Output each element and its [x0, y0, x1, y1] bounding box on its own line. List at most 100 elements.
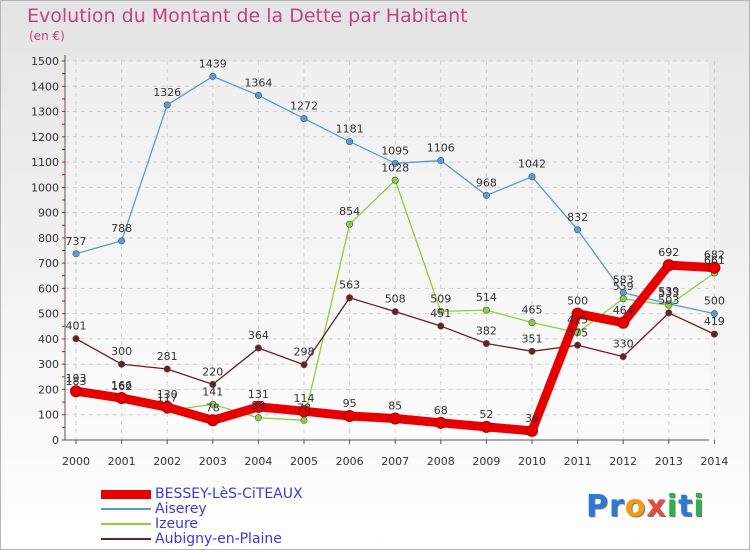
data-label: 583	[613, 274, 634, 287]
logo-letter: r	[609, 489, 625, 524]
legend-swatch	[101, 538, 151, 540]
x-tick-label: 2012	[609, 455, 637, 468]
data-label: 1095	[381, 144, 409, 157]
data-label: 1364	[244, 76, 272, 89]
data-label: 36	[525, 412, 539, 425]
data-point	[528, 173, 536, 181]
x-tick-label: 2014	[700, 455, 728, 468]
x-tick-label: 2010	[518, 455, 546, 468]
data-point	[708, 261, 721, 274]
data-point	[665, 309, 673, 317]
data-label: 95	[343, 397, 357, 410]
data-label: 533	[658, 286, 679, 299]
data-label: 52	[479, 408, 493, 421]
data-point	[437, 307, 445, 315]
y-tick-label: 1100	[31, 156, 59, 169]
data-label: 500	[567, 295, 588, 308]
data-point	[118, 237, 126, 245]
data-point	[254, 414, 262, 422]
data-point	[665, 301, 673, 309]
y-tick-label: 700	[38, 257, 59, 270]
data-point	[300, 361, 308, 369]
data-label: 364	[248, 329, 269, 342]
data-point	[70, 385, 82, 398]
x-tick-label: 2001	[108, 455, 136, 468]
data-point	[526, 424, 538, 437]
logo-letter: o	[624, 489, 647, 524]
data-label: 382	[476, 324, 497, 337]
data-label: 559	[613, 280, 634, 293]
data-point	[346, 138, 354, 146]
data-label: 78	[206, 401, 220, 414]
data-label: 298	[294, 346, 315, 359]
data-label: 375	[567, 326, 588, 339]
y-tick-label: 800	[38, 232, 59, 245]
y-tick-label: 1500	[31, 55, 59, 68]
data-point	[710, 310, 718, 318]
data-label: 539	[658, 285, 679, 298]
legend-label: Aiserey	[155, 501, 207, 517]
data-point	[389, 412, 402, 425]
data-point	[662, 259, 675, 272]
data-label: 401	[66, 320, 87, 333]
x-tick-label: 2009	[472, 455, 500, 468]
data-label: 183	[66, 375, 87, 388]
data-label: 351	[522, 332, 543, 345]
legend-swatch	[101, 523, 151, 525]
data-label: 419	[704, 315, 725, 328]
data-label: 1106	[427, 142, 455, 155]
logo-letter: P	[586, 489, 609, 524]
chart-title: Evolution du Montant de la Dette par Hab…	[27, 5, 468, 27]
data-point	[437, 322, 445, 330]
data-label: 1181	[336, 123, 364, 136]
data-label: 68	[434, 404, 448, 417]
data-label: 968	[476, 176, 497, 189]
data-label: 661	[704, 254, 725, 267]
y-tick-label: 0	[52, 434, 59, 447]
data-point	[346, 294, 354, 302]
data-point	[482, 306, 490, 314]
data-label: 682	[704, 249, 725, 262]
data-point	[482, 339, 490, 347]
data-point	[528, 347, 536, 355]
data-label: 465	[522, 304, 543, 317]
data-label: 788	[111, 222, 132, 235]
legend-label: Aubigny-en-Plaine	[155, 531, 282, 547]
x-tick-label: 2003	[199, 455, 227, 468]
logo-letter: x	[646, 489, 667, 524]
data-point	[72, 250, 80, 258]
data-point	[434, 416, 447, 429]
data-point	[617, 316, 630, 329]
logo-letter: t	[678, 489, 694, 524]
data-point	[528, 319, 536, 327]
x-tick-label: 2002	[153, 455, 181, 468]
data-label: 130	[157, 388, 178, 401]
data-label: 220	[202, 365, 223, 378]
data-label: 737	[66, 235, 87, 248]
data-label: 281	[157, 350, 178, 363]
data-point	[254, 344, 262, 352]
y-tick-label: 1400	[31, 80, 59, 93]
data-point	[391, 308, 399, 316]
y-tick-label: 1300	[31, 106, 59, 119]
data-label: 88	[251, 399, 265, 412]
data-point	[209, 380, 217, 388]
logo-letter: i	[666, 489, 679, 524]
data-label: 166	[111, 379, 132, 392]
data-label: 131	[248, 388, 269, 401]
data-label: 464	[613, 304, 634, 317]
x-tick-label: 2006	[336, 455, 364, 468]
data-label: 563	[339, 279, 360, 292]
y-tick-label: 1000	[31, 181, 59, 194]
data-point	[206, 414, 219, 427]
data-point	[343, 409, 356, 422]
data-point	[482, 191, 490, 199]
y-tick-label: 1200	[31, 131, 59, 144]
data-label: 692	[658, 246, 679, 259]
data-label: 1028	[381, 161, 409, 174]
data-label: 854	[339, 205, 360, 218]
data-label: 832	[567, 211, 588, 224]
data-label: 509	[430, 292, 451, 305]
